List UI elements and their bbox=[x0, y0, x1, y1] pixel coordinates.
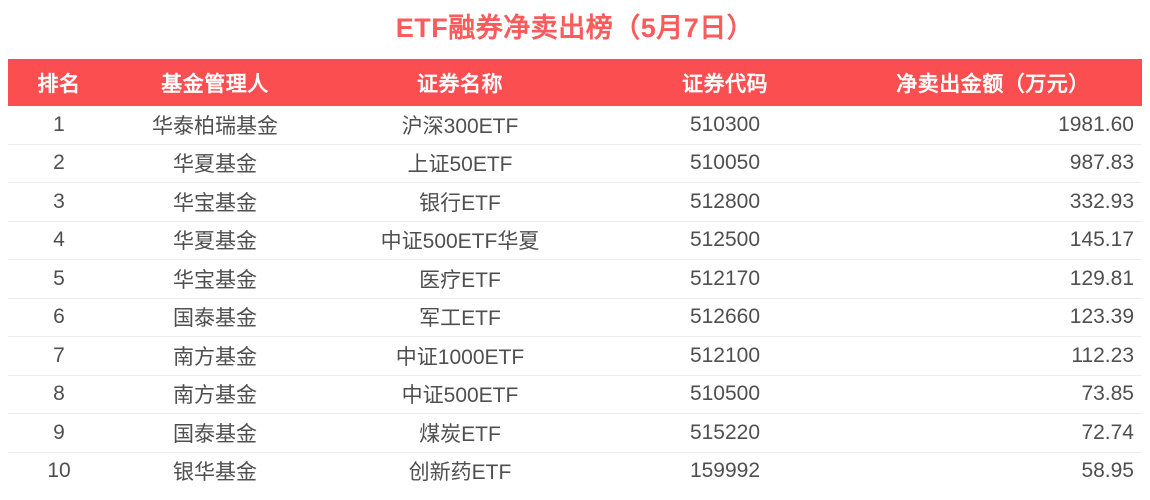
cell-security-code: 512800 bbox=[600, 182, 850, 222]
table-row: 4 华夏基金 中证500ETF华夏 512500 145.17 bbox=[8, 221, 1142, 260]
cell-net-sell-amount: 987.83 bbox=[850, 144, 1142, 183]
cell-manager: 南方基金 bbox=[110, 336, 320, 376]
cell-manager: 华夏基金 bbox=[110, 221, 320, 260]
cell-net-sell-amount: 73.85 bbox=[850, 375, 1142, 414]
cell-rank: 6 bbox=[8, 298, 110, 337]
cell-security-code: 515220 bbox=[600, 413, 850, 453]
cell-manager: 华宝基金 bbox=[110, 259, 320, 299]
column-header-manager[interactable]: 基金管理人 bbox=[110, 59, 320, 106]
cell-rank: 9 bbox=[8, 413, 110, 453]
cell-security-code: 159992 bbox=[600, 452, 850, 490]
column-header-security-name[interactable]: 证券名称 bbox=[320, 59, 600, 106]
cell-net-sell-amount: 145.17 bbox=[850, 221, 1142, 260]
cell-security-code: 512100 bbox=[600, 336, 850, 376]
column-header-rank[interactable]: 排名 bbox=[8, 59, 110, 106]
table-header-row: 排名 基金管理人 证券名称 证券代码 净卖出金额（万元） bbox=[8, 59, 1142, 106]
etf-net-short-sell-table: 排名 基金管理人 证券名称 证券代码 净卖出金额（万元） 1 华泰柏瑞基金 沪深… bbox=[8, 59, 1142, 490]
cell-security-name: 煤炭ETF bbox=[320, 413, 600, 453]
cell-manager: 银华基金 bbox=[110, 452, 320, 490]
column-header-net-sell-amount[interactable]: 净卖出金额（万元） bbox=[850, 59, 1142, 106]
cell-security-code: 510500 bbox=[600, 375, 850, 414]
cell-rank: 2 bbox=[8, 144, 110, 183]
cell-security-name: 沪深300ETF bbox=[320, 106, 600, 145]
cell-net-sell-amount: 332.93 bbox=[850, 182, 1142, 222]
table-header: 排名 基金管理人 证券名称 证券代码 净卖出金额（万元） bbox=[8, 59, 1142, 106]
cell-rank: 7 bbox=[8, 336, 110, 376]
cell-rank: 3 bbox=[8, 182, 110, 222]
cell-manager: 华泰柏瑞基金 bbox=[110, 106, 320, 145]
cell-security-name: 中证1000ETF bbox=[320, 336, 600, 376]
cell-security-code: 512500 bbox=[600, 221, 850, 260]
cell-security-name: 医疗ETF bbox=[320, 259, 600, 299]
page-title: ETF融券净卖出榜（5月7日） bbox=[395, 13, 755, 43]
table-row: 9 国泰基金 煤炭ETF 515220 72.74 bbox=[8, 413, 1142, 453]
cell-rank: 1 bbox=[8, 106, 110, 145]
cell-rank: 10 bbox=[8, 452, 110, 490]
cell-security-name: 中证500ETF bbox=[320, 375, 600, 414]
cell-net-sell-amount: 1981.60 bbox=[850, 106, 1142, 145]
cell-rank: 5 bbox=[8, 259, 110, 299]
cell-manager: 华夏基金 bbox=[110, 144, 320, 183]
cell-net-sell-amount: 112.23 bbox=[850, 336, 1142, 376]
cell-security-code: 510300 bbox=[600, 106, 850, 145]
table-row: 6 国泰基金 军工ETF 512660 123.39 bbox=[8, 298, 1142, 337]
column-header-security-code[interactable]: 证券代码 bbox=[600, 59, 850, 106]
cell-security-name: 银行ETF bbox=[320, 182, 600, 222]
cell-security-code: 512660 bbox=[600, 298, 850, 337]
table-row: 2 华夏基金 上证50ETF 510050 987.83 bbox=[8, 144, 1142, 183]
cell-security-name: 创新药ETF bbox=[320, 452, 600, 490]
table-body: 1 华泰柏瑞基金 沪深300ETF 510300 1981.60 2 华夏基金 … bbox=[8, 106, 1142, 490]
cell-manager: 国泰基金 bbox=[110, 413, 320, 453]
cell-manager: 华宝基金 bbox=[110, 182, 320, 222]
cell-security-code: 512170 bbox=[600, 259, 850, 299]
cell-manager: 国泰基金 bbox=[110, 298, 320, 337]
table-row: 7 南方基金 中证1000ETF 512100 112.23 bbox=[8, 336, 1142, 376]
table-row: 5 华宝基金 医疗ETF 512170 129.81 bbox=[8, 259, 1142, 299]
cell-security-name: 上证50ETF bbox=[320, 144, 600, 183]
table-row: 1 华泰柏瑞基金 沪深300ETF 510300 1981.60 bbox=[8, 106, 1142, 145]
cell-net-sell-amount: 58.95 bbox=[850, 452, 1142, 490]
table-row: 10 银华基金 创新药ETF 159992 58.95 bbox=[8, 452, 1142, 490]
cell-rank: 4 bbox=[8, 221, 110, 260]
ranking-table-container: 排名 基金管理人 证券名称 证券代码 净卖出金额（万元） 1 华泰柏瑞基金 沪深… bbox=[0, 59, 1150, 490]
cell-security-name: 中证500ETF华夏 bbox=[320, 221, 600, 260]
cell-net-sell-amount: 129.81 bbox=[850, 259, 1142, 299]
cell-net-sell-amount: 72.74 bbox=[850, 413, 1142, 453]
cell-security-code: 510050 bbox=[600, 144, 850, 183]
cell-net-sell-amount: 123.39 bbox=[850, 298, 1142, 337]
table-row: 8 南方基金 中证500ETF 510500 73.85 bbox=[8, 375, 1142, 414]
cell-manager: 南方基金 bbox=[110, 375, 320, 414]
table-row: 3 华宝基金 银行ETF 512800 332.93 bbox=[8, 182, 1142, 222]
cell-security-name: 军工ETF bbox=[320, 298, 600, 337]
cell-rank: 8 bbox=[8, 375, 110, 414]
